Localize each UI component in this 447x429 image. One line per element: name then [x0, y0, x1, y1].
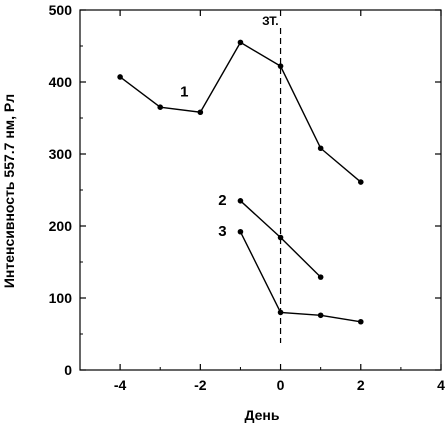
series-layer: 1 2 3 — [117, 39, 364, 325]
data-point — [357, 318, 364, 325]
data-point — [197, 109, 204, 116]
y-axis-label: Интенсивность 557.7 нм, Рл — [1, 94, 17, 288]
series-1: 1 — [117, 39, 364, 185]
data-point — [317, 274, 324, 280]
x-tick-label: 0 — [277, 377, 285, 393]
data-point — [277, 234, 284, 241]
y-tick-label: 400 — [49, 74, 73, 90]
series-line — [239, 231, 361, 323]
data-point — [277, 63, 284, 69]
data-point — [237, 228, 244, 235]
x-axis-label: День — [245, 407, 280, 423]
marker-line: ЗТ. — [262, 14, 282, 343]
plot-frame — [79, 9, 442, 371]
series-label: 1 — [180, 83, 188, 100]
x-tick-label: -4 — [114, 377, 127, 393]
y-tick-label: 0 — [64, 362, 72, 378]
x-tick-label: -2 — [194, 377, 207, 393]
plot-border — [79, 9, 442, 371]
y-tick-label: 100 — [49, 290, 73, 306]
x-tick-label: 2 — [357, 377, 365, 393]
y-tick-label: 300 — [49, 146, 73, 162]
event-marker-label: ЗТ. — [262, 14, 278, 28]
series-label: 3 — [218, 223, 226, 240]
y-tick-label: 500 — [49, 2, 73, 18]
data-point — [317, 145, 324, 152]
series-label: 2 — [218, 192, 226, 209]
data-point — [237, 198, 244, 204]
ticks: -4 -2 0 2 4 0 100 200 300 400 500 — [49, 2, 445, 393]
series-3: 3 — [218, 223, 364, 325]
x-tick-label: 4 — [437, 377, 445, 393]
data-point — [317, 312, 324, 319]
series-2: 2 — [218, 192, 324, 280]
series-line — [119, 41, 362, 183]
data-point — [277, 309, 284, 316]
data-point — [117, 74, 123, 80]
data-point — [237, 39, 244, 46]
data-point — [157, 104, 164, 110]
y-tick-label: 200 — [49, 218, 73, 234]
data-point — [357, 179, 364, 185]
